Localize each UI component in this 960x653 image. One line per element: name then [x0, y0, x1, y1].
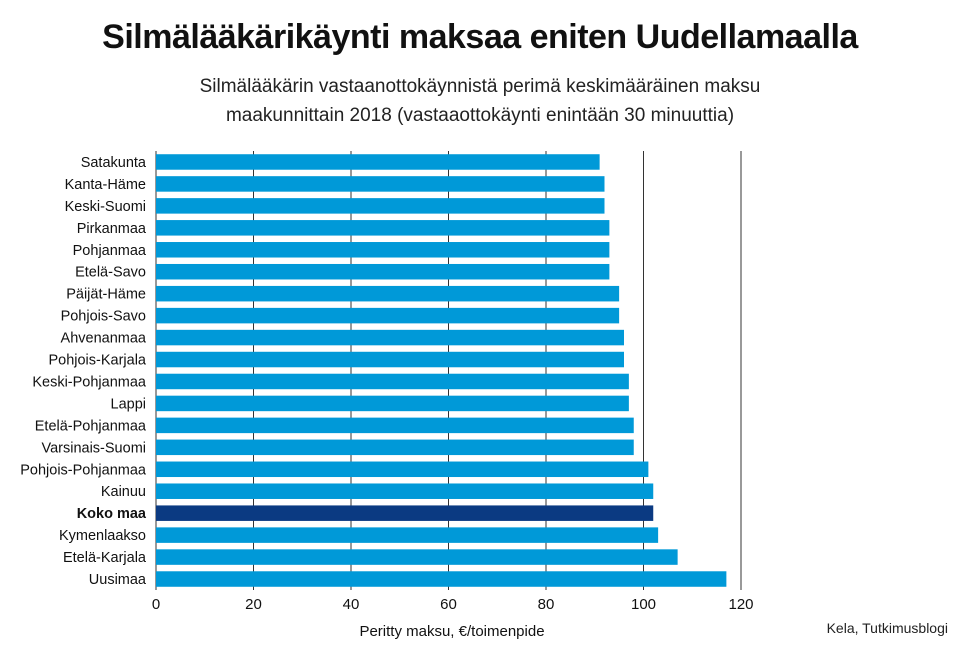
category-label: Keski-Suomi	[65, 199, 146, 215]
bar	[156, 395, 629, 412]
category-label: Etelä-Pohjanmaa	[35, 418, 147, 434]
bar	[156, 307, 620, 324]
bar	[156, 417, 634, 434]
x-tick-label: 60	[440, 596, 457, 613]
bar	[156, 285, 620, 302]
category-label: Pohjois-Pohjanmaa	[20, 462, 147, 478]
bar	[156, 220, 610, 236]
category-labels: Satakunta Kanta-Häme Keski-Suomi Pirkanmaa P…	[20, 155, 147, 588]
category-label: Varsinais-Suomi	[42, 440, 147, 456]
bar	[156, 263, 610, 280]
category-label: Kymenlaakso	[59, 528, 146, 544]
category-label: Etelä-Karjala	[63, 550, 147, 566]
bar	[156, 351, 624, 368]
x-tick-label: 0	[152, 596, 160, 613]
category-label: Uusimaa	[89, 572, 147, 588]
x-tick-label: 100	[631, 596, 656, 613]
bar	[156, 527, 659, 543]
category-label: Ahvenanmaa	[61, 331, 147, 347]
x-tick-label: 40	[343, 596, 360, 613]
bar	[156, 198, 605, 214]
bar	[156, 439, 634, 456]
category-label: Kanta-Häme	[65, 177, 146, 193]
x-tick-labels: 0 20 40 60 80 100 120	[152, 596, 754, 613]
bar	[156, 373, 629, 390]
category-label: Kainuu	[101, 484, 146, 500]
bar	[156, 329, 624, 346]
category-label: Satakunta	[81, 155, 147, 171]
bars	[156, 154, 727, 587]
category-label: Etelä-Savo	[75, 265, 146, 281]
category-label: Pohjois-Karjala	[48, 353, 146, 369]
x-tick-label: 20	[245, 596, 262, 613]
bar	[156, 505, 654, 521]
category-label: Keski-Pohjanmaa	[32, 374, 147, 390]
x-tick-label: 120	[728, 596, 753, 613]
category-label: Päijät-Häme	[66, 287, 146, 303]
bar	[156, 154, 600, 170]
category-label: Pirkanmaa	[77, 221, 147, 237]
category-label: Koko maa	[77, 506, 147, 522]
bar	[156, 483, 654, 499]
x-tick-label: 80	[538, 596, 555, 613]
bar	[156, 461, 649, 478]
category-label: Pohjanmaa	[73, 243, 147, 259]
bar	[156, 549, 678, 565]
bar	[156, 571, 727, 587]
x-axis-label: Peritty maksu, €/toimenpide	[359, 623, 544, 640]
source-label: Kela, Tutkimusblogi	[826, 620, 948, 636]
category-label: Pohjois-Savo	[61, 309, 146, 325]
category-label: Lappi	[111, 396, 146, 412]
chart-title: Silmälääkärikäynti maksaa eniten Uudella…	[102, 18, 858, 56]
gridlines	[155, 151, 742, 590]
chart-subtitle: Silmälääkärin vastaanottokäynnistä perim…	[199, 76, 761, 126]
bar	[156, 242, 610, 258]
bar	[156, 176, 605, 192]
